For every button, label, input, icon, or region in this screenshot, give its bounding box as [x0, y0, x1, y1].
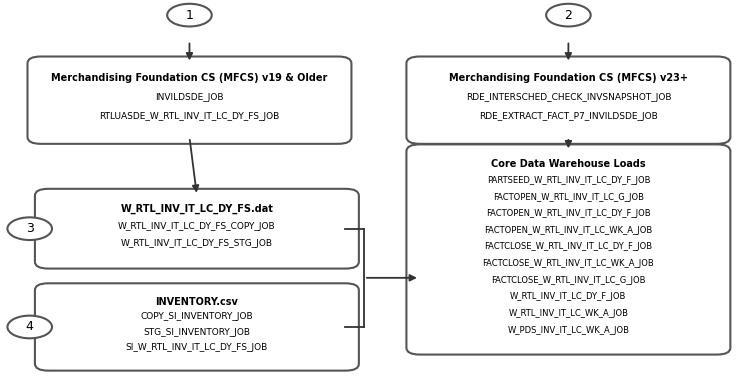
Circle shape [7, 217, 52, 240]
FancyBboxPatch shape [35, 189, 359, 268]
Text: SI_W_RTL_INV_IT_LC_DY_FS_JOB: SI_W_RTL_INV_IT_LC_DY_FS_JOB [126, 343, 268, 352]
Text: FACTOPEN_W_RTL_INV_IT_LC_WK_A_JOB: FACTOPEN_W_RTL_INV_IT_LC_WK_A_JOB [484, 226, 652, 235]
FancyBboxPatch shape [27, 57, 351, 144]
Text: INVILDSDE_JOB: INVILDSDE_JOB [155, 93, 224, 102]
Text: FACTCLOSE_W_RTL_INV_IT_LC_DY_F_JOB: FACTCLOSE_W_RTL_INV_IT_LC_DY_F_JOB [484, 242, 652, 251]
Text: RDE_INTERSCHED_CHECK_INVSNAPSHOT_JOB: RDE_INTERSCHED_CHECK_INVSNAPSHOT_JOB [466, 93, 671, 102]
Circle shape [546, 4, 591, 26]
Circle shape [7, 316, 52, 338]
FancyBboxPatch shape [406, 57, 730, 144]
Text: RDE_EXTRACT_FACT_P7_INVILDSDE_JOB: RDE_EXTRACT_FACT_P7_INVILDSDE_JOB [479, 112, 658, 121]
Text: W_RTL_INV_IT_LC_DY_F_JOB: W_RTL_INV_IT_LC_DY_F_JOB [510, 293, 626, 301]
FancyBboxPatch shape [35, 284, 359, 370]
FancyBboxPatch shape [406, 144, 730, 355]
Text: 4: 4 [26, 321, 33, 333]
Text: PARTSEED_W_RTL_INV_IT_LC_DY_F_JOB: PARTSEED_W_RTL_INV_IT_LC_DY_F_JOB [487, 176, 650, 185]
Text: 3: 3 [26, 222, 33, 235]
Circle shape [167, 4, 212, 26]
Text: Merchandising Foundation CS (MFCS) v19 & Older: Merchandising Foundation CS (MFCS) v19 &… [51, 73, 328, 83]
Text: W_RTL_INV_IT_LC_WK_A_JOB: W_RTL_INV_IT_LC_WK_A_JOB [508, 309, 629, 318]
Text: STG_SI_INVENTORY_JOB: STG_SI_INVENTORY_JOB [143, 328, 250, 337]
Text: FACTOPEN_W_RTL_INV_IT_LC_DY_F_JOB: FACTOPEN_W_RTL_INV_IT_LC_DY_F_JOB [486, 209, 651, 218]
Text: COPY_SI_INVENTORY_JOB: COPY_SI_INVENTORY_JOB [140, 313, 253, 321]
Text: RTLUASDE_W_RTL_INV_IT_LC_DY_FS_JOB: RTLUASDE_W_RTL_INV_IT_LC_DY_FS_JOB [100, 112, 279, 121]
Text: 1: 1 [186, 9, 193, 22]
Text: FACTOPEN_W_RTL_INV_IT_LC_G_JOB: FACTOPEN_W_RTL_INV_IT_LC_G_JOB [493, 192, 644, 201]
Text: W_PDS_INV_IT_LC_WK_A_JOB: W_PDS_INV_IT_LC_WK_A_JOB [507, 326, 629, 335]
Text: Core Data Warehouse Loads: Core Data Warehouse Loads [491, 159, 646, 169]
Text: FACTCLOSE_W_RTL_INV_IT_LC_WK_A_JOB: FACTCLOSE_W_RTL_INV_IT_LC_WK_A_JOB [482, 259, 655, 268]
Text: W_RTL_INV_IT_LC_DY_FS_COPY_JOB: W_RTL_INV_IT_LC_DY_FS_COPY_JOB [118, 222, 276, 231]
Text: FACTCLOSE_W_RTL_INV_IT_LC_G_JOB: FACTCLOSE_W_RTL_INV_IT_LC_G_JOB [491, 276, 646, 285]
Text: INVENTORY.csv: INVENTORY.csv [155, 297, 239, 307]
Text: W_RTL_INV_IT_LC_DY_FS.dat: W_RTL_INV_IT_LC_DY_FS.dat [120, 203, 273, 214]
Text: W_RTL_INV_IT_LC_DY_FS_STG_JOB: W_RTL_INV_IT_LC_DY_FS_STG_JOB [121, 239, 273, 248]
Text: Merchandising Foundation CS (MFCS) v23+: Merchandising Foundation CS (MFCS) v23+ [449, 73, 688, 83]
Text: 2: 2 [565, 9, 572, 22]
